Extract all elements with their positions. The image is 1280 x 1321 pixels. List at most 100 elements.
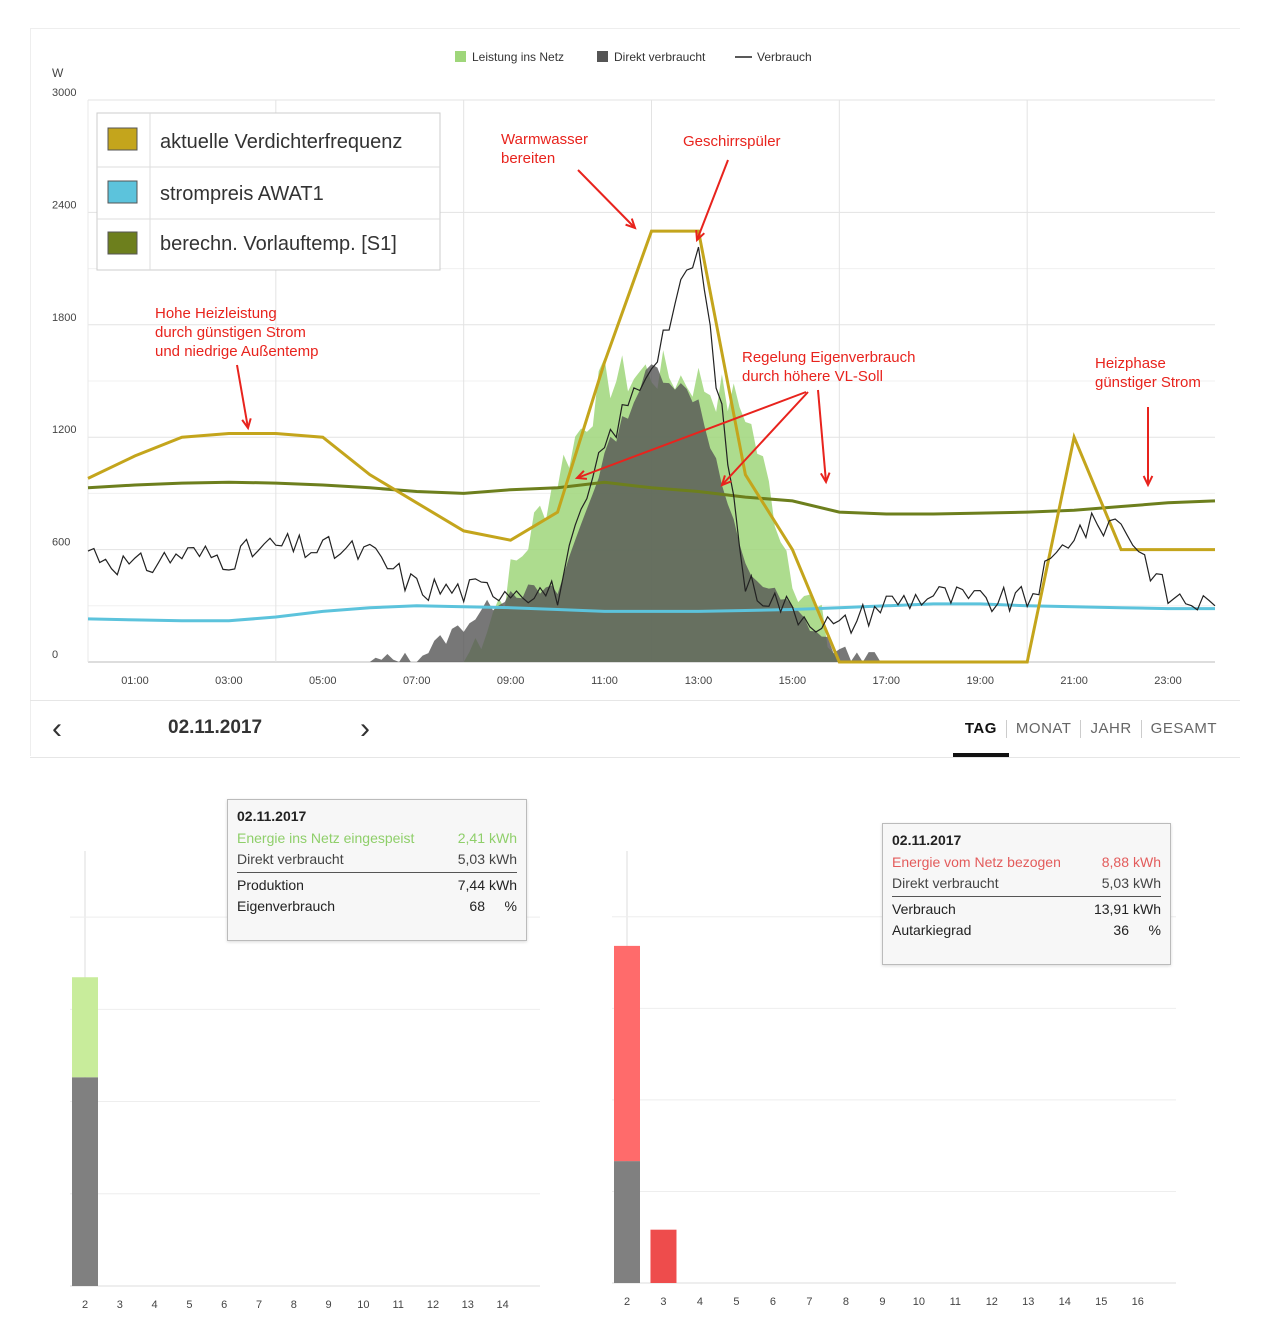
annotation-warmwasser-1: Warmwasser xyxy=(501,131,588,148)
tooltip-row-consumption: Verbrauch 13,91 kWh xyxy=(892,901,1161,917)
annotation-regelung-1: Regelung Eigenverbrauch xyxy=(742,349,915,366)
x-tick-label: 05:00 xyxy=(309,675,337,687)
tooltip-row-production: Produktion 7,44 kWh xyxy=(237,877,517,893)
arrow-line xyxy=(817,389,827,483)
arrow-head xyxy=(574,470,588,480)
arrow-head xyxy=(820,472,831,485)
tooltip-row-grid: Energie vom Netz bezogen 8,88 kWh xyxy=(892,854,1161,870)
x-tick-label: 11 xyxy=(950,1296,961,1308)
x-tick-label: 23:00 xyxy=(1154,675,1182,687)
x-tick-label: 8 xyxy=(843,1296,849,1308)
tooltip-divider xyxy=(237,872,517,873)
x-tick-label: 21:00 xyxy=(1060,675,1088,687)
overlay-label-price: strompreis AWAT1 xyxy=(160,183,324,205)
tooltip-row-direct: Direkt verbraucht 5,03 kWh xyxy=(237,851,517,867)
annotation-hohe-2: durch günstigen Strom xyxy=(155,324,306,341)
tab-tag[interactable]: TAG xyxy=(952,719,1009,757)
legend-label-consumption: Verbrauch xyxy=(757,50,812,64)
x-tick-label: 03:00 xyxy=(215,675,243,687)
arrow-line xyxy=(721,391,809,486)
arrow-head xyxy=(625,218,637,230)
production-bar-chart: 2 3 4 5 6 7 8 9 10 11 12 13 14 xyxy=(70,851,540,1311)
arrow-head xyxy=(720,475,732,487)
bar-energie-vom-netz-bezogen xyxy=(650,1229,677,1283)
arrow-line xyxy=(576,391,807,479)
chart-legend[interactable]: Leistung ins Netz Direkt verbraucht Verb… xyxy=(455,50,812,64)
x-tick-label: 13 xyxy=(1022,1296,1034,1308)
x-tick-label: 10 xyxy=(357,1299,369,1311)
chart-series xyxy=(87,229,1216,664)
y-tick-label: 600 xyxy=(52,537,70,549)
series-compressor-line xyxy=(87,229,1215,664)
y-tick-label: 0 xyxy=(52,649,58,661)
x-tick-label: 11:00 xyxy=(591,675,618,687)
next-day-button[interactable]: › xyxy=(360,712,370,745)
x-tick-label: 5 xyxy=(733,1296,739,1308)
x-tick-label: 10 xyxy=(913,1296,925,1308)
tab-jahr[interactable]: JAHR xyxy=(1090,720,1132,737)
bar-direkt-verbraucht xyxy=(614,1161,640,1283)
legend-label-direct: Direkt verbraucht xyxy=(614,50,706,64)
x-tick-label: 6 xyxy=(770,1296,776,1308)
overlay-label-compressor: aktuelle Verdichterfrequenz xyxy=(160,131,402,153)
arrow-head xyxy=(1142,475,1154,488)
x-tick-label: 12 xyxy=(986,1296,998,1308)
bar-direkt-verbraucht xyxy=(72,1077,98,1286)
arrow-line xyxy=(577,169,636,229)
x-tick-label: 3 xyxy=(660,1296,666,1308)
arrow-head xyxy=(241,418,252,431)
x-tick-label: 6 xyxy=(221,1299,227,1311)
production-tooltip: 02.11.2017 Energie ins Netz eingespeist 2… xyxy=(227,799,527,941)
y-tick-label: 3000 xyxy=(52,87,76,99)
tooltip-date: 02.11.2017 xyxy=(892,832,962,848)
tooltip-divider xyxy=(892,896,1161,897)
x-tick-label: 13:00 xyxy=(685,675,713,687)
x-tick-label: 14 xyxy=(1059,1296,1071,1308)
card-border-top xyxy=(30,28,1240,29)
x-tick-label: 2 xyxy=(624,1296,630,1308)
tab-gesamt[interactable]: GESAMT xyxy=(1150,720,1217,737)
annotation-heizphase-2: günstiger Strom xyxy=(1095,374,1201,391)
overlay-legend: aktuelle Verdichterfrequenz strompreis A… xyxy=(96,112,441,271)
annotation-arrows xyxy=(236,159,1154,488)
annotation-hohe-1: Hohe Heizleistung xyxy=(155,305,277,322)
series-direct-area xyxy=(88,364,1215,662)
legend-swatch-feed-in xyxy=(455,51,466,62)
tooltip-date: 02.11.2017 xyxy=(237,808,307,824)
y-tick-label: 1800 xyxy=(52,312,76,324)
x-tick-label: 4 xyxy=(697,1296,703,1308)
x-tick-label: 2 xyxy=(82,1299,88,1311)
y-tick-label: 1200 xyxy=(52,424,76,436)
overlay-label-flow-temp: berechn. Vorlauftemp. [S1] xyxy=(160,233,397,255)
x-tick-label: 8 xyxy=(291,1299,297,1311)
date-navigation: ‹ 02.11.2017 › TAG MONAT JAHR GESAMT xyxy=(30,700,1240,758)
annotation-regelung-2: durch höhere VL-Soll xyxy=(742,368,883,385)
power-chart: 3000 2400 1800 1200 600 0 01:00 03:00 05:00 07:0… xyxy=(52,50,1216,687)
card-border-left xyxy=(30,28,31,756)
arrow-line xyxy=(696,159,729,241)
x-tick-label: 16 xyxy=(1132,1296,1144,1308)
tooltip-row-self-consumption: Eigenverbrauch 68% xyxy=(237,898,517,914)
x-tick-label: 12 xyxy=(427,1299,439,1311)
legend-label-feed-in: Leistung ins Netz xyxy=(472,50,564,64)
y-axis-unit: W xyxy=(52,66,64,80)
x-tick-label: 3 xyxy=(117,1299,123,1311)
x-tick-label: 15:00 xyxy=(779,675,807,687)
tab-divider xyxy=(1080,720,1082,738)
tooltip-row-autarky: Autarkiegrad 36% xyxy=(892,922,1161,938)
x-tick-label: 5 xyxy=(186,1299,192,1311)
x-tick-label: 15 xyxy=(1095,1296,1107,1308)
tab-monat[interactable]: MONAT xyxy=(1015,720,1072,737)
x-tick-label: 7 xyxy=(256,1299,262,1311)
annotation-heizphase-1: Heizphase xyxy=(1095,355,1166,372)
x-tick-label: 7 xyxy=(806,1296,812,1308)
y-axis-ticks: 3000 2400 1800 1200 600 0 xyxy=(52,87,76,661)
overlay-swatch-compressor xyxy=(107,127,138,151)
x-tick-label: 4 xyxy=(152,1299,158,1311)
x-tick-label: 11 xyxy=(392,1299,403,1311)
bar-energie-vom-netz-bezogen xyxy=(614,945,640,1162)
previous-day-button[interactable]: ‹ xyxy=(52,712,62,745)
annotations: Warmwasser bereiten Geschirrspüler Hohe … xyxy=(155,131,1201,391)
x-tick-label: 9 xyxy=(879,1296,885,1308)
consumption-bar-chart: 2 3 4 5 6 7 8 9 10 11 12 13 14 15 16 xyxy=(612,851,1176,1308)
